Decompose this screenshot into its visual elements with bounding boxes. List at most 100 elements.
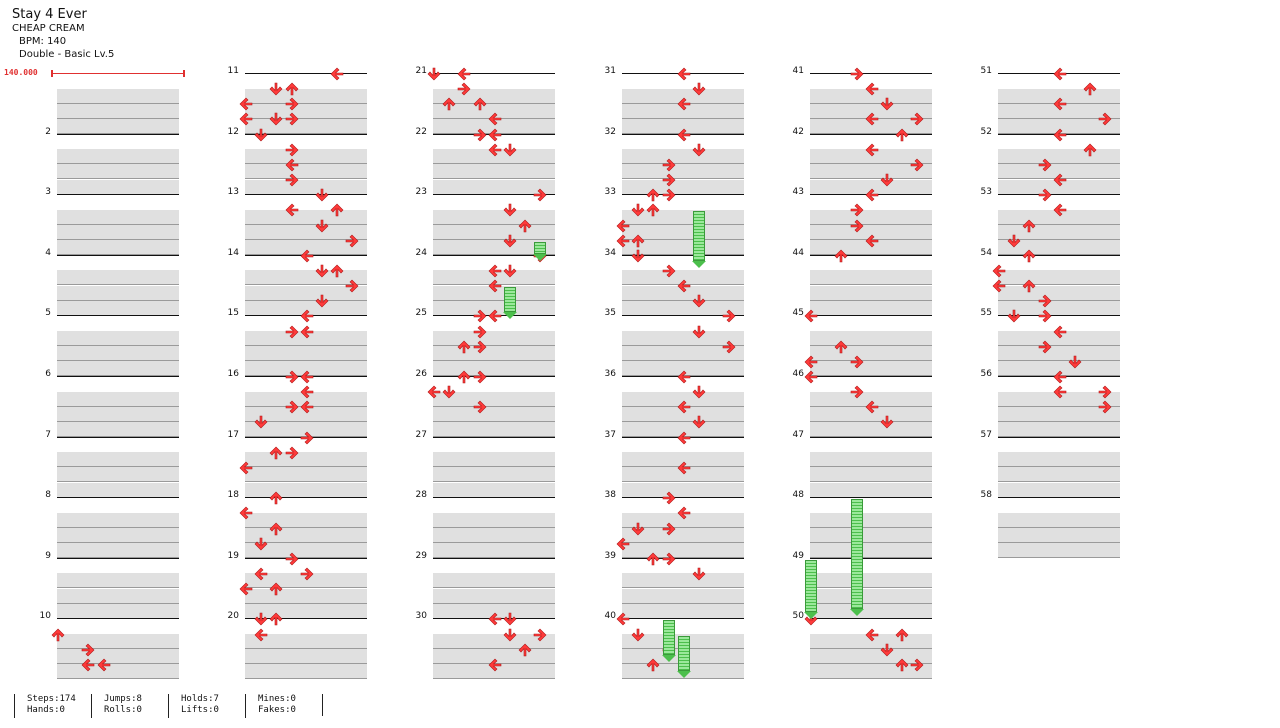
arrow-right-icon (1038, 308, 1052, 323)
measure-number: 55 (980, 308, 992, 319)
beat-row (810, 270, 932, 286)
measure-number: 30 (415, 611, 427, 622)
arrow-down-icon (269, 111, 283, 126)
measure-number: 47 (792, 429, 804, 440)
beat-row (245, 285, 367, 301)
arrow-left-icon (616, 218, 630, 232)
arrow-left-icon (300, 324, 314, 338)
beat-row (57, 482, 179, 498)
measure-line (57, 194, 179, 196)
stat-value: Jumps:8 (104, 694, 142, 704)
arrow-left-icon (865, 111, 879, 126)
arrow-right-icon (473, 399, 487, 414)
arrow-right-icon (345, 233, 359, 248)
arrow-up-icon (51, 627, 65, 641)
arrow-up-icon (442, 96, 456, 111)
measure-line (57, 133, 179, 135)
beat-row (810, 209, 932, 225)
beat-row (245, 588, 367, 604)
measure-number: 7 (45, 429, 51, 440)
measure-line (57, 557, 179, 559)
beat-row (998, 512, 1120, 528)
arrow-up-icon (1022, 218, 1036, 232)
beat-row (245, 482, 367, 498)
beat-row (57, 603, 179, 619)
arrow-up-icon (269, 445, 283, 460)
measure-line (57, 376, 179, 377)
beat-row (57, 270, 179, 286)
beat-row (622, 603, 744, 619)
measure-number: 35 (604, 308, 616, 319)
arrow-up-icon (457, 339, 471, 353)
measure-number: 36 (604, 369, 616, 379)
beat-row (433, 452, 555, 468)
measure-line (810, 497, 932, 499)
arrow-left-icon (97, 657, 111, 672)
beat-row (810, 285, 932, 301)
beat-row (810, 452, 932, 468)
arrow-right-icon (910, 111, 924, 126)
beat-row (57, 452, 179, 468)
beat-row (433, 225, 555, 240)
beat-row (622, 467, 744, 483)
arrow-right-icon (910, 657, 924, 672)
beat-row (622, 149, 744, 165)
arrow-right-icon (473, 369, 487, 384)
chart-stats: Steps:174 Hands:0 Jumps:8 Rolls:0 Holds:7 Lif… (14, 694, 323, 718)
arrow-down-icon (315, 263, 329, 278)
beat-row (622, 300, 744, 316)
beat-row (433, 467, 555, 483)
beat-row (998, 149, 1120, 165)
arrow-right-icon (662, 263, 676, 278)
beat-row (998, 543, 1120, 559)
beat-row (622, 240, 744, 256)
measure-number: 58 (980, 490, 992, 501)
arrow-right-icon (850, 202, 864, 217)
arrow-right-icon (662, 551, 676, 566)
hold-body (850, 499, 863, 610)
measure-number: 9 (45, 550, 51, 561)
arrow-down-icon (631, 627, 645, 641)
arrow-right-icon (285, 369, 299, 384)
measure-number: 48 (792, 490, 804, 501)
measure-line (622, 194, 744, 196)
beat-row (57, 634, 179, 650)
arrow-left-icon (239, 96, 253, 111)
beat-row (57, 209, 179, 225)
beat-row (433, 512, 555, 528)
measure-line (998, 194, 1120, 196)
measure-line (57, 618, 179, 620)
measure-number: 41 (792, 66, 804, 76)
arrow-left-icon (427, 384, 441, 399)
arrow-down-icon (880, 96, 894, 111)
arrow-left-icon (677, 278, 691, 293)
measure-line (810, 618, 932, 620)
beat-row (57, 573, 179, 589)
arrow-left-icon (300, 369, 314, 384)
arrow-left-icon (677, 399, 691, 414)
arrow-right-icon (285, 172, 299, 187)
beat-row (433, 482, 555, 498)
beat-row (810, 588, 932, 604)
beat-row (998, 482, 1120, 498)
beat-row (998, 421, 1120, 437)
beat-row (622, 543, 744, 559)
arrow-right-icon (300, 430, 314, 445)
beat-row (622, 179, 744, 195)
arrow-right-icon (533, 627, 547, 641)
hold-end-cap (661, 655, 676, 663)
beat-row (998, 528, 1120, 543)
beat-row (810, 467, 932, 483)
beat-row (57, 649, 179, 665)
measure-line (245, 618, 367, 620)
measure-number: 57 (980, 429, 992, 440)
arrow-left-icon (616, 611, 630, 626)
beat-row (433, 588, 555, 604)
measure-number: 15 (227, 308, 239, 319)
bpm-tick-end (183, 70, 185, 77)
beat-row (57, 149, 179, 165)
measure-number: 54 (980, 247, 992, 258)
measure-number: 16 (227, 369, 239, 379)
measure-number: 52 (980, 126, 992, 137)
